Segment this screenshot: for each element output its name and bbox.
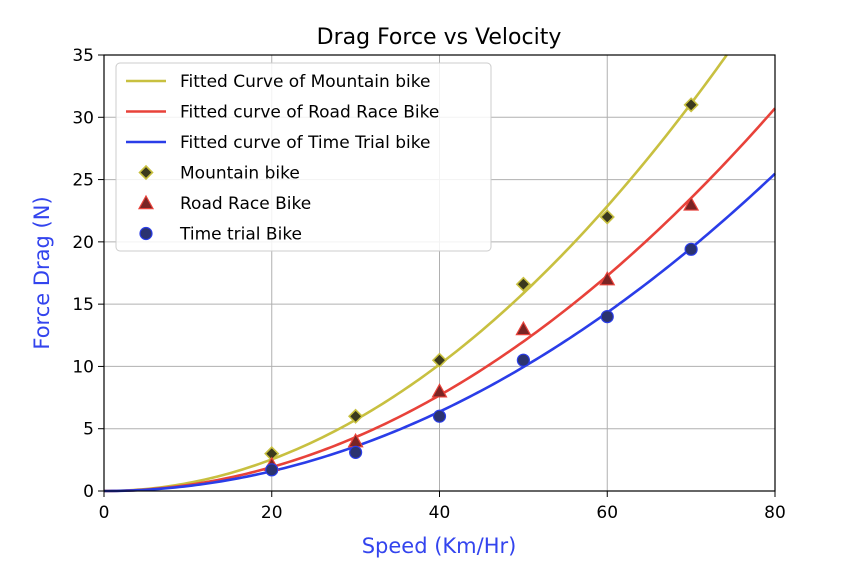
data-point-triangle	[431, 383, 448, 398]
data-point-triangle	[599, 270, 616, 286]
fitted-curve-line	[103, 54, 728, 493]
data-markers	[263, 97, 700, 477]
data-point-triangle	[515, 320, 532, 336]
y-tick-label: 0	[83, 482, 94, 502]
x-tick-label: 60	[596, 503, 618, 523]
y-axis-label: Force Drag (N)	[30, 196, 54, 349]
y-tick-label: 5	[83, 420, 94, 440]
legend-entries: Fitted Curve of Mountain bike Fitted curv…	[126, 72, 439, 245]
legend-label: Time trial Bike	[179, 225, 302, 245]
y-tick-label: 15	[72, 295, 94, 315]
y-tick-label: 35	[72, 46, 94, 66]
data-point-diamond	[599, 209, 615, 225]
y-tick-label: 25	[72, 171, 94, 191]
legend-label: Road Race Bike	[180, 194, 311, 214]
chart-title: Drag Force vs Velocity	[317, 25, 562, 50]
x-tick-label: 0	[99, 503, 110, 523]
legend-label: Fitted curve of Road Race Bike	[180, 103, 439, 123]
x-tick-label: 20	[261, 503, 283, 523]
data-point-diamond	[683, 97, 699, 113]
y-tick-label: 20	[72, 233, 94, 253]
data-point-circle	[684, 242, 698, 256]
legend-label: Fitted curve of Time Trial bike	[180, 133, 430, 153]
data-point-diamond	[431, 352, 448, 368]
data-point-circle	[265, 463, 279, 477]
legend-box	[115, 62, 492, 252]
y-tick-label: 10	[72, 357, 94, 377]
axis-ticks: 0 20 40 60 80 0 5 10 15 20 25 30 35	[72, 46, 785, 523]
data-point-circle	[600, 310, 614, 324]
x-tick-label: 40	[429, 503, 451, 523]
legend-label: Fitted Curve of Mountain bike	[180, 72, 430, 92]
data-point-circle	[349, 445, 363, 459]
data-point-diamond	[515, 276, 532, 292]
data-point-circle	[432, 409, 447, 423]
legend-marker-swatch	[137, 194, 155, 210]
legend-marker-swatch	[138, 164, 154, 181]
legend-marker-swatch	[139, 226, 153, 241]
legend: Fitted Curve of Mountain bike Fitted curv…	[115, 62, 492, 252]
data-point-diamond	[347, 408, 364, 424]
y-tick-label: 30	[72, 108, 94, 128]
x-tick-label: 80	[764, 503, 786, 523]
x-axis-label: Speed (Km/Hr)	[362, 534, 517, 558]
data-point-triangle	[683, 196, 700, 211]
legend-label: Mountain bike	[180, 164, 300, 184]
data-point-circle	[516, 353, 530, 367]
